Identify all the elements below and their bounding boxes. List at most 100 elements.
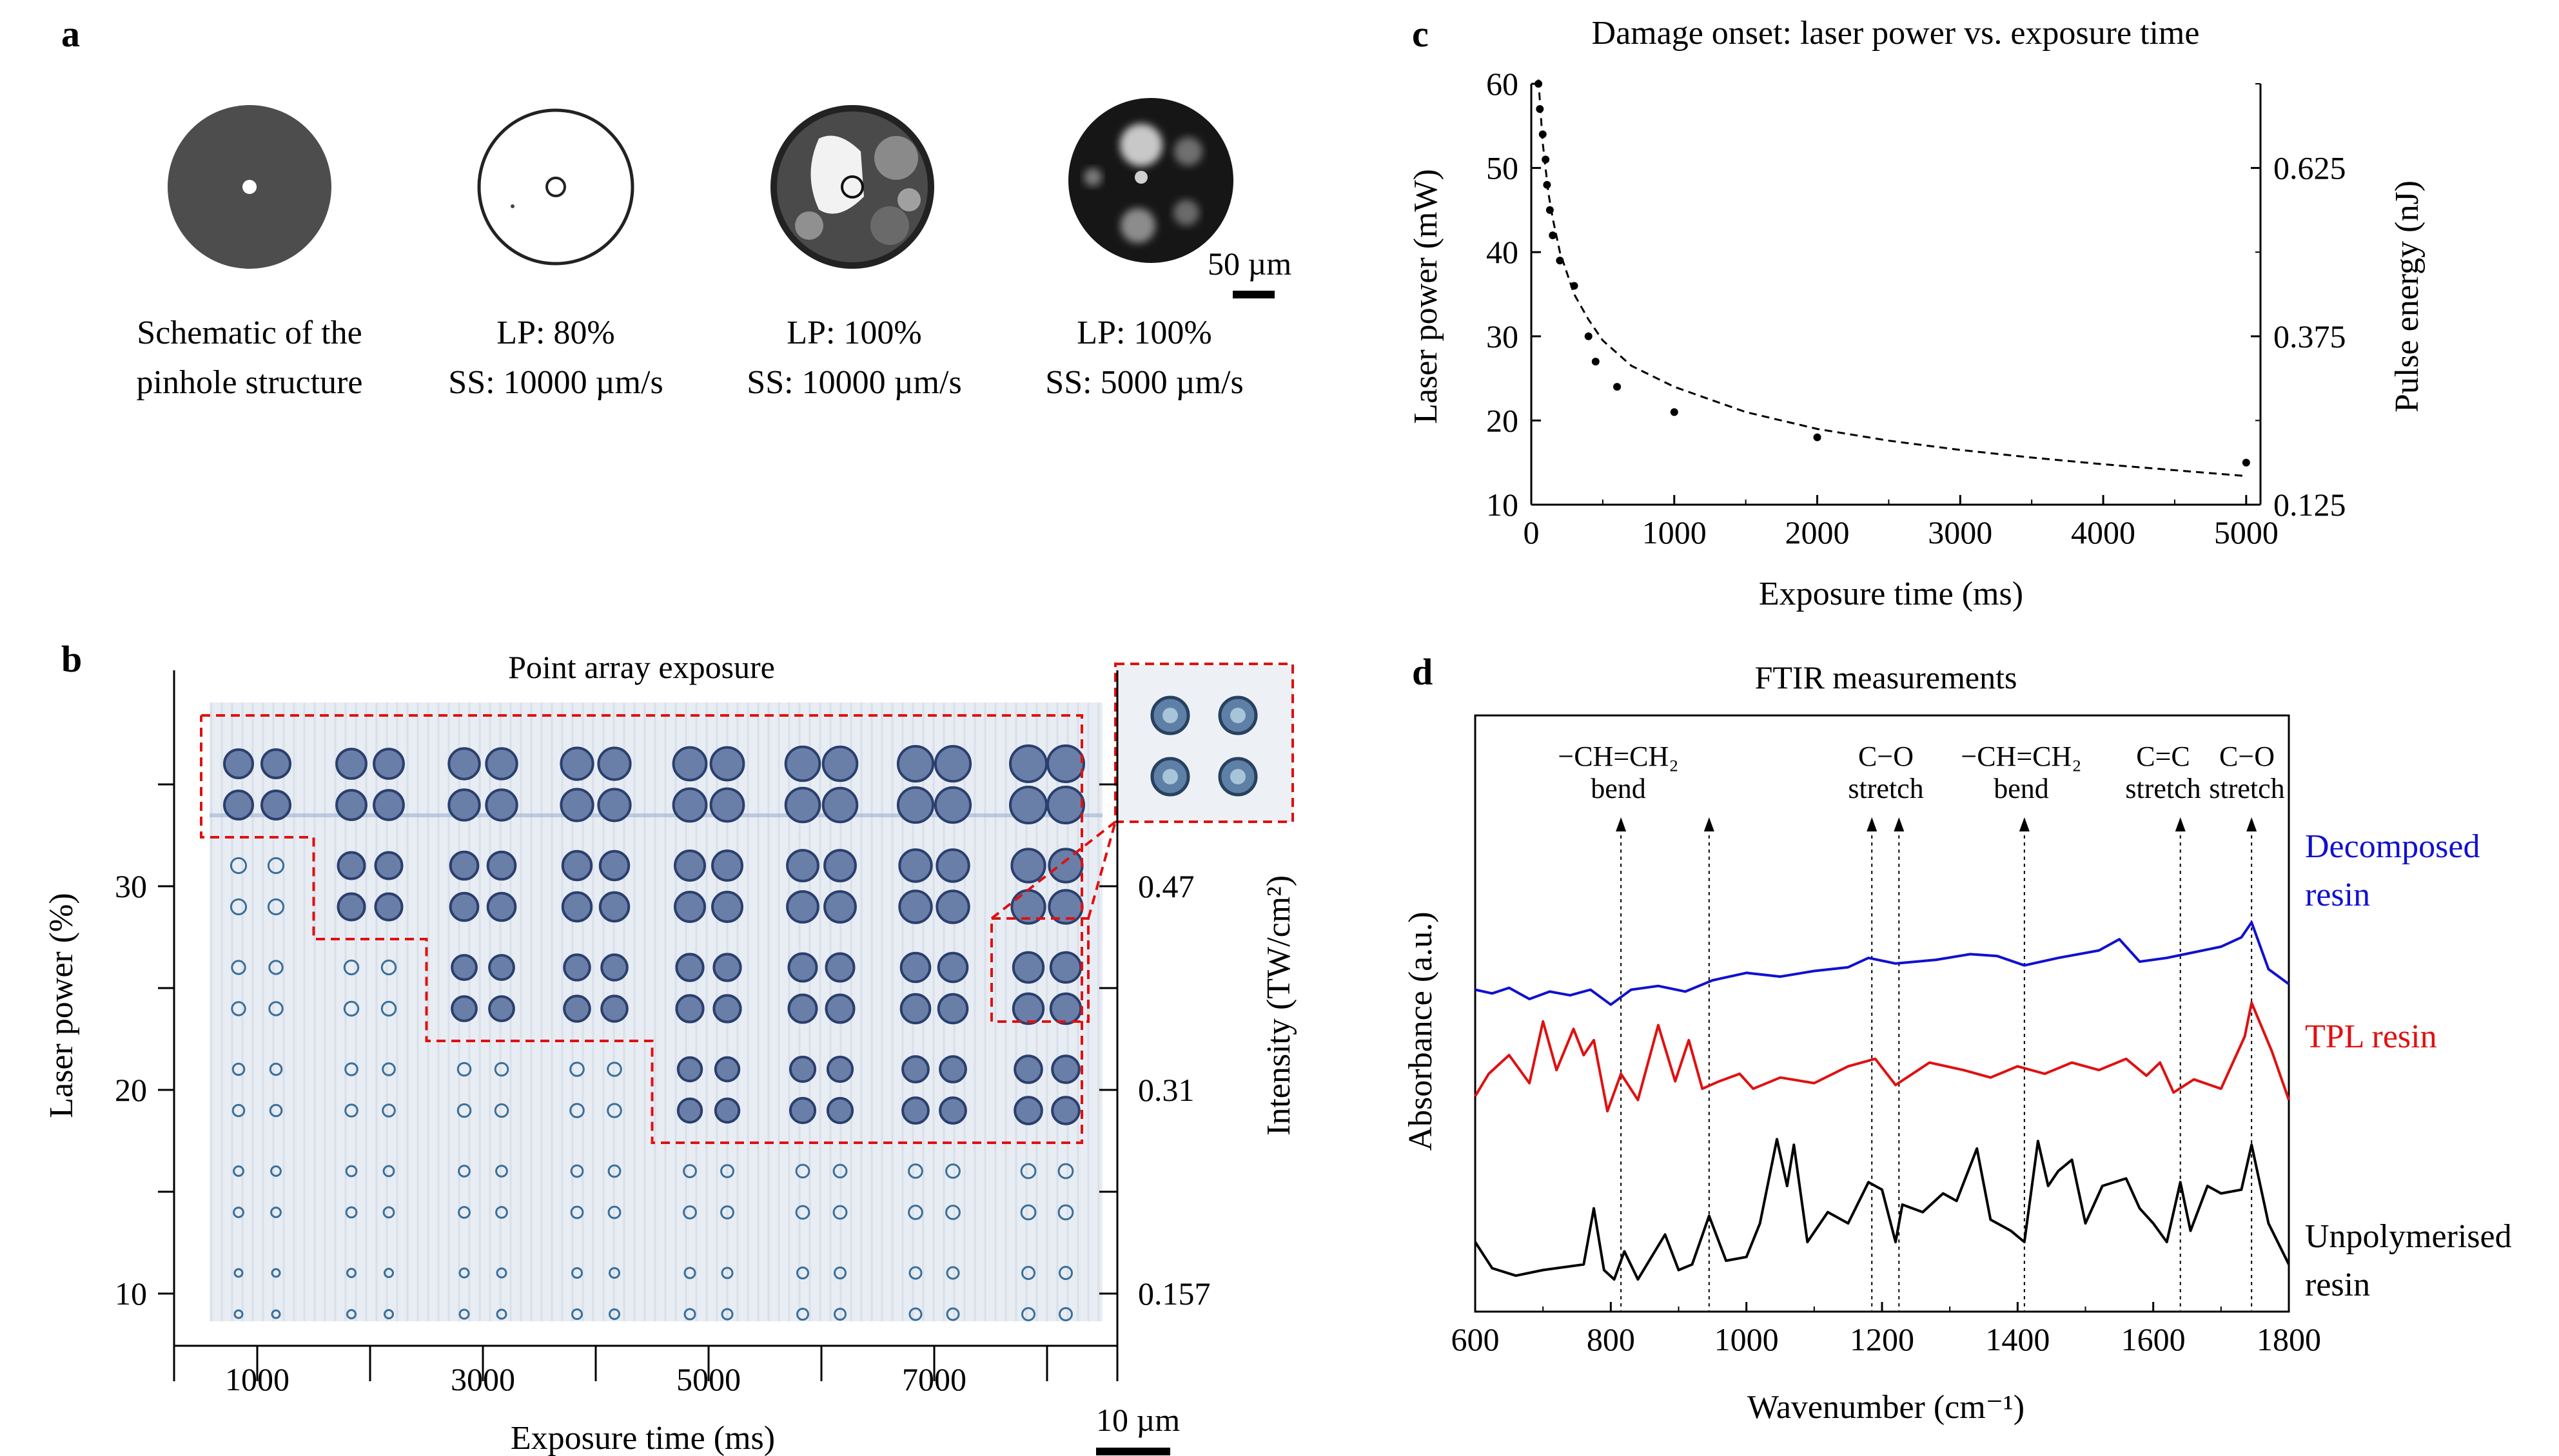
exposure-point (486, 891, 517, 922)
pinhole-image-lp100-10000 (770, 105, 934, 269)
exposure-point (934, 744, 972, 783)
exposure-point (675, 953, 705, 982)
exposure-point (382, 1206, 395, 1219)
exposure-point (712, 994, 742, 1024)
exposure-point (712, 953, 742, 982)
inset-zoomed-point-core (1230, 769, 1246, 784)
panel-a: a (61, 13, 1291, 401)
exposure-point (676, 1097, 703, 1124)
exposure-point (270, 1207, 282, 1218)
exposure-point (496, 1308, 507, 1320)
exposure-point (488, 995, 515, 1022)
y2-tick-label: 0.157 (1138, 1276, 1211, 1312)
d-x-tick-label: 1000 (1714, 1321, 1779, 1357)
exposure-point (231, 960, 246, 975)
exposure-point (908, 1163, 923, 1179)
exposure-point (675, 994, 705, 1024)
exposure-point (898, 848, 933, 883)
c-x-tick-label: 3000 (1928, 514, 1992, 550)
exposure-point (899, 993, 932, 1025)
panel-c-letter: c (1412, 13, 1429, 55)
exposure-point (597, 788, 632, 822)
exposure-point (607, 1062, 622, 1077)
exposure-point (683, 1308, 696, 1321)
c-y-tick-label: 10 (1486, 487, 1518, 523)
c-y-tick-label: 30 (1486, 318, 1518, 354)
panel-a-scale-label: 50 µm (1208, 246, 1291, 282)
inset-connector (990, 820, 1117, 920)
d-series-label: Decomposed (2305, 828, 2480, 865)
exposure-point (946, 1266, 960, 1280)
damage-region-outline (200, 663, 1294, 1144)
y-tick-label: 10 (115, 1276, 147, 1312)
exposure-point (223, 748, 254, 779)
panel-b-scale-label: 10 µm (1096, 1402, 1180, 1438)
exposure-point (672, 787, 708, 823)
exposure-point (561, 849, 593, 882)
panel-c-plot: 0 1000 2000 3000 4000 5000 10 20 30 40 50 60 0.125 0.… (1486, 66, 2346, 550)
caption-schematic-line2: pinhole structure (137, 364, 363, 401)
exposure-point (607, 1164, 622, 1178)
exposure-point (607, 1103, 622, 1118)
c-x-tick-label: 2000 (1785, 514, 1850, 550)
exposure-point (676, 1056, 703, 1083)
exposure-point (1049, 951, 1083, 984)
d-marker-label: C−O (2219, 741, 2275, 772)
d-series-line (1474, 1001, 2290, 1112)
exposure-point (373, 748, 405, 780)
exposure-point (269, 1062, 283, 1076)
exposure-point (946, 1307, 960, 1321)
exposure-point (896, 786, 935, 824)
exposure-point (451, 954, 478, 981)
exposure-point (458, 1267, 470, 1279)
c-x-tick-label: 4000 (2071, 514, 2135, 550)
x-tick-label: 7000 (902, 1361, 966, 1397)
exposure-point (380, 959, 397, 976)
exposure-point (230, 857, 248, 875)
d-marker-arrow (1867, 817, 1878, 831)
exposure-point (270, 1165, 282, 1177)
exposure-point (834, 1267, 847, 1279)
array-row-divider (210, 813, 1103, 817)
exposure-point (832, 1163, 848, 1179)
exposure-point (711, 849, 743, 882)
exposure-point (384, 1268, 394, 1278)
c-y2-tick-label: 0.375 (2273, 318, 2346, 354)
exposure-point (456, 1062, 472, 1077)
d-series-label: TPL resin (2305, 1018, 2437, 1055)
exposure-point (945, 1205, 961, 1220)
exposure-point (1059, 1266, 1073, 1280)
exposure-point (901, 1096, 930, 1125)
c-data-point (1542, 155, 1550, 164)
exposure-point (447, 788, 481, 822)
exposure-point (784, 786, 821, 824)
c-x-tick-label: 0 (1524, 514, 1540, 550)
exposure-point (486, 850, 517, 881)
point-array-dots (223, 744, 1085, 1321)
exposure-point (720, 1164, 734, 1178)
c-x-tick-label: 5000 (2214, 514, 2279, 550)
exposure-point (597, 746, 632, 781)
panel-d: d FTIR measurements 600 800 1000 1200 1400 16… (1402, 651, 2512, 1426)
exposure-point (271, 1268, 281, 1278)
panel-d-plot: 600 800 1000 1200 1400 1600 1800−CH=CH₂bendC−O… (1451, 714, 2512, 1357)
exposure-point (937, 951, 969, 984)
exposure-point (937, 993, 969, 1025)
c-y-tick-label: 50 (1486, 150, 1518, 186)
exposure-point (374, 892, 404, 922)
d-series-label: resin (2305, 877, 2370, 913)
caption-schematic-line1: Schematic of the (137, 315, 362, 351)
exposure-point (832, 1205, 848, 1220)
y2-tick-label: 0.31 (1138, 1072, 1195, 1108)
d-x-tick-label: 1600 (2121, 1321, 2186, 1357)
exposure-point (1012, 951, 1045, 984)
c-y2-tick-label: 0.625 (2273, 150, 2346, 186)
panel-b-y2label: Intensity (TW/cm²) (1260, 875, 1297, 1136)
exposure-point (1046, 786, 1085, 824)
exposure-point (563, 953, 591, 982)
exposure-point (231, 1103, 246, 1118)
exposure-point (485, 747, 518, 781)
exposure-point (458, 1206, 471, 1219)
pinhole-image-lp100-5000 (1068, 98, 1233, 263)
c-y-tick-label: 60 (1486, 66, 1518, 102)
